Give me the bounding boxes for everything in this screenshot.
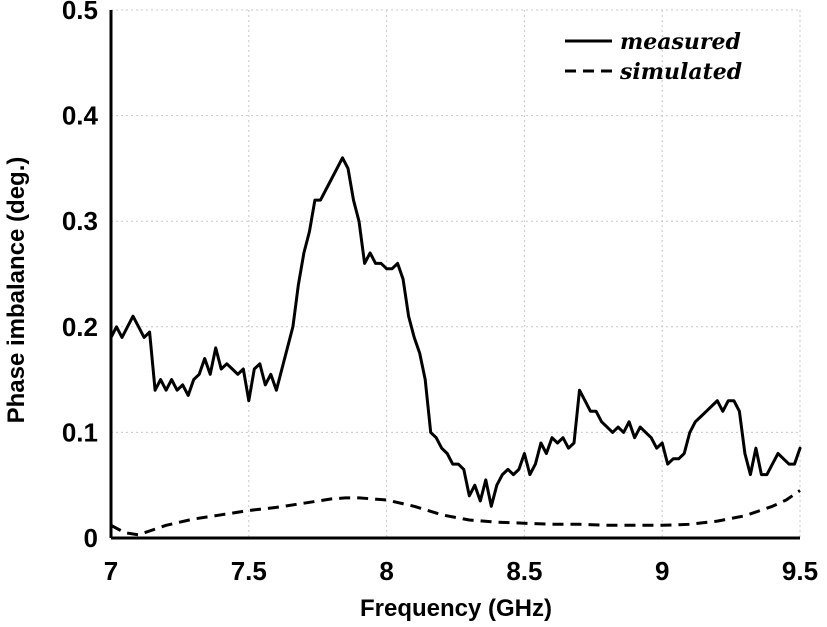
x-tick-label-1: 7.5	[231, 556, 267, 586]
y-tick-label-1: 0.1	[62, 417, 98, 447]
x-tick-label-5: 9.5	[782, 556, 818, 586]
x-tick-label-3: 8.5	[506, 556, 542, 586]
y-tick-label-3: 0.3	[62, 206, 98, 236]
x-tick-label-0: 7	[104, 556, 118, 586]
y-tick-label-0: 0	[84, 523, 98, 553]
legend-label-measured: measured	[620, 29, 741, 55]
tick-labels: 7 7.5 8 8.5 9 9.5 0 0.1 0.2 0.3 0.4 0.5	[62, 0, 818, 586]
x-tick-label-2: 8	[379, 556, 393, 586]
y-tick-label-5: 0.5	[62, 0, 98, 25]
y-tick-label-4: 0.4	[62, 101, 99, 131]
series-line-measured	[109, 156, 802, 508]
x-axis-label: Frequency (GHz)	[360, 595, 552, 622]
y-tick-label-2: 0.2	[62, 312, 98, 342]
series-line-simulated	[110, 489, 801, 537]
x-tick-label-4: 9	[655, 556, 669, 586]
y-axis-label: Phase imbalance (deg.)	[3, 157, 30, 424]
plot-series	[109, 156, 802, 537]
legend: measured simulated	[565, 29, 742, 85]
axes	[109, 10, 800, 540]
legend-label-simulated: simulated	[619, 59, 742, 85]
grid	[111, 9, 801, 538]
